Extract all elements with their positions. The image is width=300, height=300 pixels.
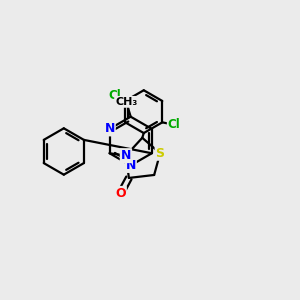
Text: S: S bbox=[156, 147, 165, 160]
Text: CH₃: CH₃ bbox=[115, 97, 137, 107]
Text: O: O bbox=[115, 187, 126, 200]
Text: N: N bbox=[121, 149, 131, 162]
Text: N: N bbox=[125, 159, 136, 172]
Text: Cl: Cl bbox=[168, 118, 181, 131]
Text: Cl: Cl bbox=[108, 89, 121, 102]
Text: N: N bbox=[104, 122, 115, 135]
